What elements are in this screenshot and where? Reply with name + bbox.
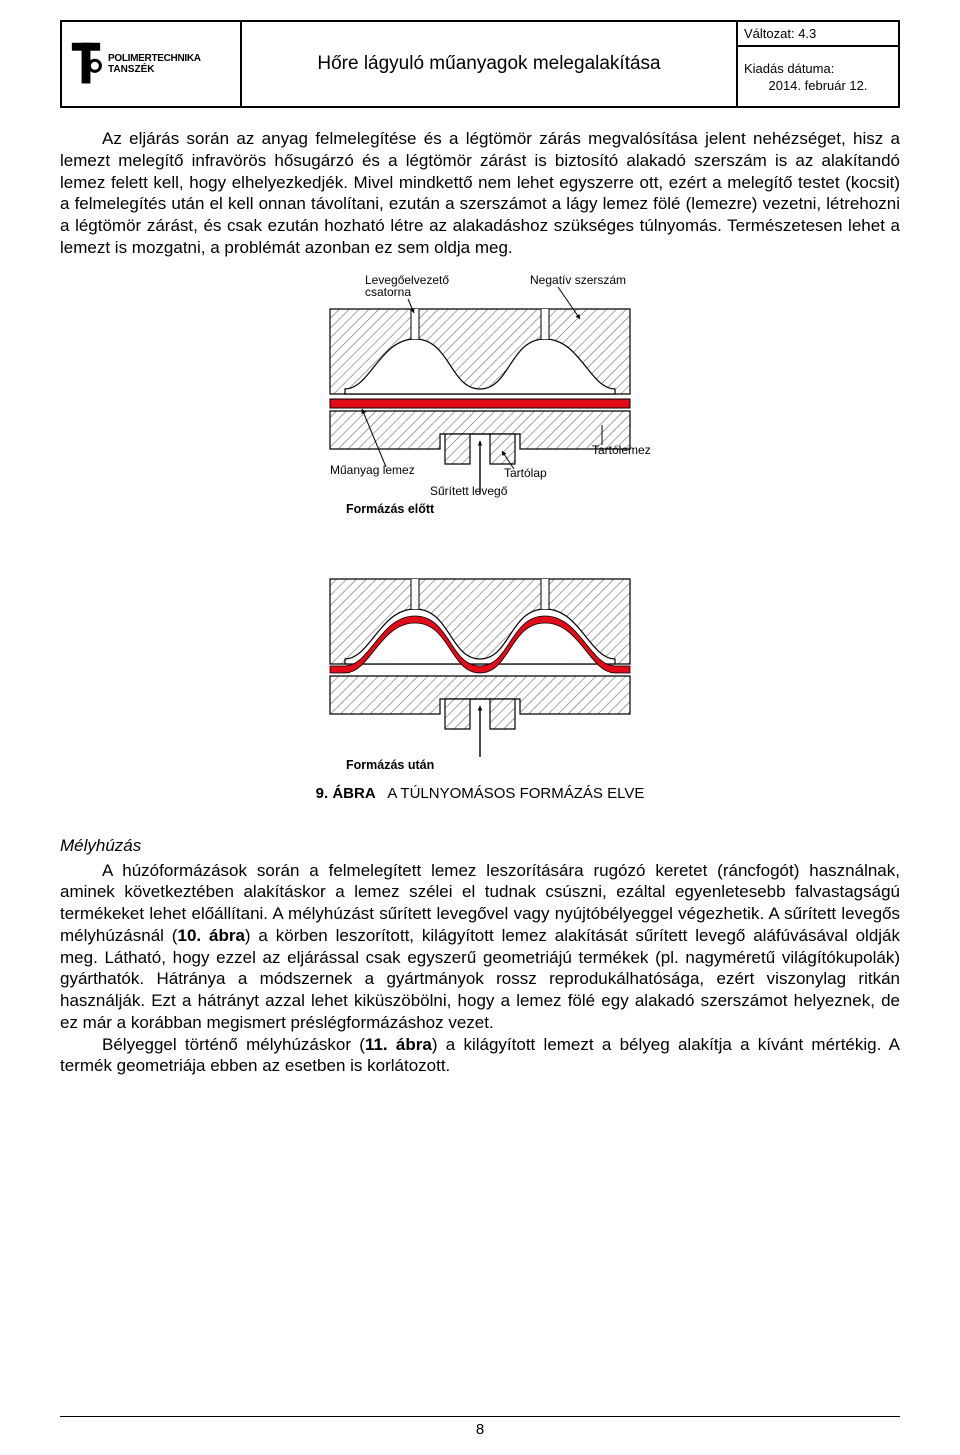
paragraph-3-container: Bélyeggel történő mélyhúzáskor (11. ábra…	[60, 1034, 900, 1078]
logo-cell: POLIMERTECHNIKA TANSZÉK	[62, 22, 242, 106]
svg-text:Műanyag lemez: Műanyag lemez	[330, 463, 415, 477]
meta-cell: Változat: 4.3 Kiadás dátuma: 2014. febru…	[738, 22, 898, 106]
figure-9: Levegőelvezetőcsatorna Negatív szerszám Mű…	[60, 269, 900, 802]
svg-text:Negatív szerszám: Negatív szerszám	[530, 273, 626, 287]
logo-text: POLIMERTECHNIKA TANSZÉK	[108, 53, 201, 75]
svg-text:Sűrített levegő: Sűrített levegő	[430, 484, 508, 498]
section-heading: Mélyhúzás	[60, 836, 900, 856]
title-cell: Hőre lágyuló műanyagok melegalakítása	[242, 22, 738, 106]
date-block: Kiadás dátuma: 2014. február 12.	[738, 47, 898, 106]
figure-9-caption-text: A TÚLNYOMÁSOS FORMÁZÁS ELVE	[387, 785, 644, 802]
department-logo-icon	[68, 41, 104, 87]
figure-9-diagram: Levegőelvezetőcsatorna Negatív szerszám Mű…	[290, 269, 670, 779]
paragraph-1-container: Az eljárás során az anyag felmelegítése …	[60, 128, 900, 259]
figure-9-caption-number: 9. ÁBRA	[316, 785, 376, 802]
svg-text:Levegőelvezetőcsatorna: Levegőelvezetőcsatorna	[365, 273, 449, 299]
figure-9-caption: 9. ÁBRA A TÚLNYOMÁSOS FORMÁZÁS ELVE	[316, 785, 645, 802]
version-label: Változat: 4.3	[738, 22, 898, 47]
page-number: 8	[60, 1416, 900, 1438]
paragraph-3: Bélyeggel történő mélyhúzáskor (11. ábra…	[60, 1034, 900, 1078]
svg-text:Formázás előtt: Formázás előtt	[346, 502, 435, 516]
page-footer: 8	[60, 1416, 900, 1439]
page-header: POLIMERTECHNIKA TANSZÉK Hőre lágyuló műa…	[60, 20, 900, 108]
paragraph-2-container: A húzóformázások során a felmelegített l…	[60, 860, 900, 1034]
svg-text:Formázás után: Formázás után	[346, 758, 434, 772]
date-label: Kiadás dátuma:	[744, 61, 892, 76]
svg-text:Tartólap: Tartólap	[504, 466, 547, 480]
paragraph-2: A húzóformázások során a felmelegített l…	[60, 860, 900, 1034]
date-value: 2014. február 12.	[744, 78, 892, 93]
svg-text:Tartólemez: Tartólemez	[592, 443, 651, 457]
paragraph-1: Az eljárás során az anyag felmelegítése …	[60, 128, 900, 259]
document-title: Hőre lágyuló műanyagok melegalakítása	[317, 53, 660, 75]
